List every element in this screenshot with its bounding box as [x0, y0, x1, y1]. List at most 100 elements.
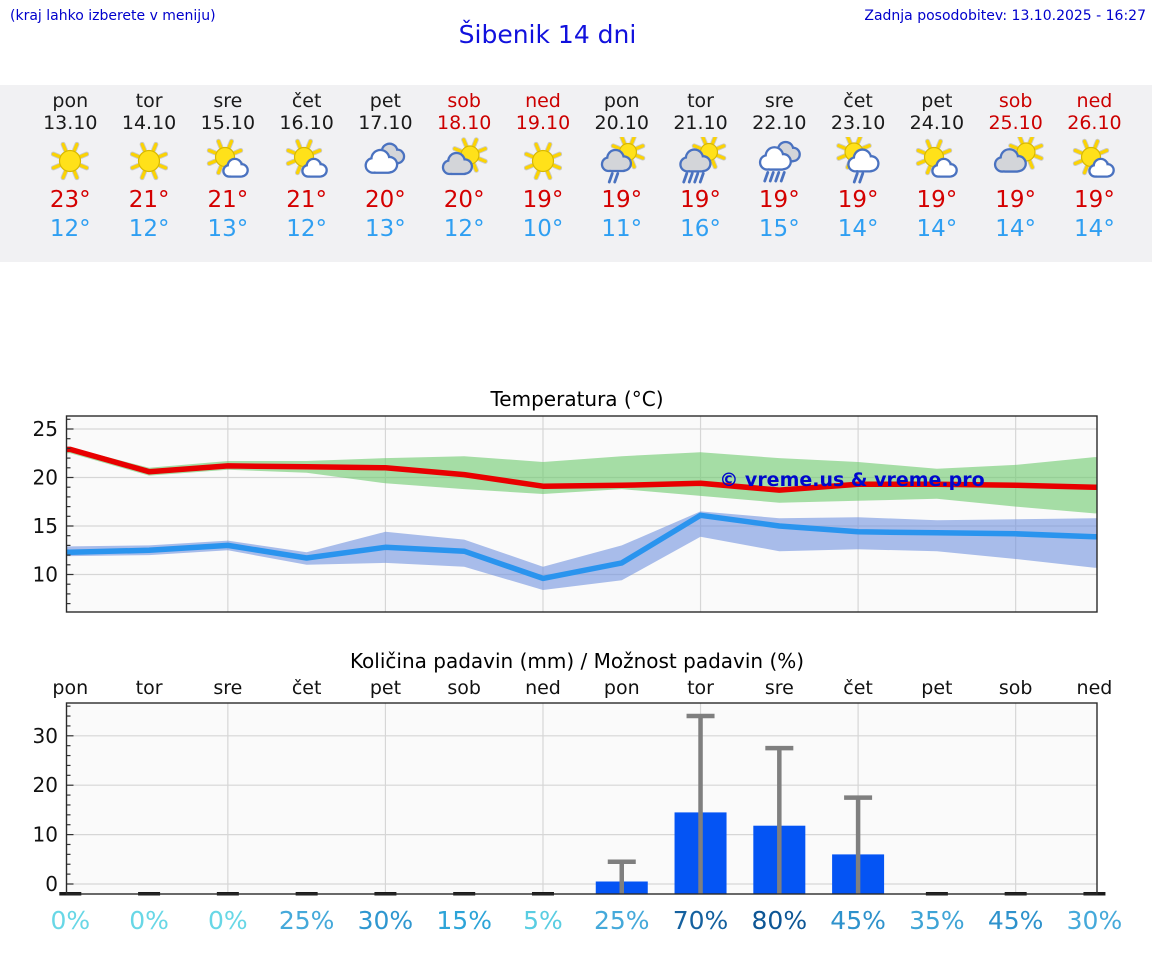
svg-text:15: 15 — [33, 514, 58, 538]
day-name: sob — [998, 90, 1033, 112]
min-temp: 15° — [758, 216, 800, 242]
svg-text:25: 25 — [33, 417, 58, 441]
day-date: 23.10 — [830, 112, 886, 134]
last-updated: Zadnja posodobitev: 13.10.2025 - 16:27 — [864, 8, 1146, 24]
day-name: čet — [843, 90, 873, 112]
day-column-18.10[interactable]: sob 18.10 20° 12° — [424, 85, 504, 244]
day-column-17.10[interactable]: pet 17.10 20° 13° — [345, 85, 425, 244]
sun-white-cloud-rain-2-icon — [836, 137, 880, 184]
precip-probability: 30% — [1067, 906, 1123, 935]
min-temp: 12° — [443, 216, 485, 242]
day-date: 24.10 — [909, 112, 965, 134]
sun-small-cloud-icon — [285, 138, 328, 178]
max-temp: 21° — [207, 187, 249, 213]
day-name: pet — [921, 90, 953, 112]
precip-probability: 35% — [909, 906, 965, 935]
day-name: sob — [447, 90, 481, 112]
line-min-temperatura — [66, 512, 1097, 582]
day-date: 14.10 — [121, 112, 177, 134]
max-temp: 19° — [601, 187, 643, 213]
min-temp: 12° — [286, 216, 328, 242]
day-column-25.10[interactable]: sob 25.10 19° 14° — [976, 85, 1056, 244]
day-date: 26.10 — [1067, 112, 1122, 134]
sun-cloud-rain-2-icon — [600, 137, 646, 184]
min-temp: 14° — [837, 216, 879, 242]
day-column-23.10[interactable]: čet 23.10 19° 14° — [818, 85, 898, 244]
day-name: sre — [764, 90, 794, 112]
sun-small-cloud-icon — [915, 138, 958, 178]
day-date: 17.10 — [358, 112, 413, 134]
max-temp: 19° — [995, 187, 1037, 213]
precip-probability: 15% — [436, 906, 492, 935]
sun-icon — [51, 141, 90, 181]
svg-text:30: 30 — [33, 724, 58, 748]
day-column-13.10[interactable]: pon 13.10 23° 12° — [30, 85, 110, 244]
day-date: 19.10 — [515, 112, 571, 134]
day-column-16.10[interactable]: čet 16.10 21° 12° — [267, 85, 347, 244]
precip-probability: 70% — [673, 906, 729, 935]
watermark: © vreme.us & vreme.pro — [719, 469, 984, 491]
day-date: 22.10 — [752, 112, 807, 134]
day-column-15.10[interactable]: sre 15.10 21° 13° — [188, 85, 268, 244]
day-name: ned — [1076, 90, 1113, 112]
temp-chart-title: Temperatura (°C) — [489, 387, 663, 411]
day-name: sre — [213, 90, 243, 112]
day-column-22.10[interactable]: sre 22.10 19° 15° — [739, 85, 819, 244]
day-name: pet — [369, 90, 401, 112]
precipitation-chart: Količina padavin (mm) / Možnost padavin … — [33, 649, 1123, 935]
day-date: 16.10 — [279, 112, 334, 134]
precip-day-label: ned — [1077, 677, 1113, 699]
band-max-razpon — [66, 447, 1097, 514]
day-name: čet — [291, 90, 322, 112]
svg-text:20: 20 — [33, 773, 58, 797]
day-name: tor — [135, 90, 163, 112]
precip-day-label: čet — [292, 677, 322, 699]
sun-icon — [129, 141, 169, 181]
page-title: Šibenik 14 dni — [458, 20, 637, 49]
day-name: ned — [525, 90, 561, 112]
day-column-20.10[interactable]: pon 20.10 19° 11° — [582, 85, 662, 244]
max-temp: 20° — [365, 187, 406, 213]
precip-day-label: sre — [765, 677, 794, 699]
min-temp: 14° — [916, 216, 958, 242]
precip-probability: 80% — [752, 906, 808, 935]
precip-chart-title: Količina padavin (mm) / Možnost padavin … — [350, 649, 804, 673]
min-temp: 10° — [522, 216, 564, 242]
day-column-21.10[interactable]: tor 21.10 19° 16° — [661, 85, 741, 244]
min-temp: 16° — [680, 216, 721, 242]
day-name: tor — [687, 90, 714, 112]
sun-icon — [523, 141, 563, 181]
max-temp: 19° — [916, 187, 958, 213]
min-temp: 14° — [995, 216, 1037, 242]
day-date: 13.10 — [43, 112, 98, 134]
temperature-chart: Temperatura (°C) 10 15 20 25 © vreme.us & vre… — [33, 387, 1098, 613]
day-column-14.10[interactable]: tor 14.10 21° 12° — [109, 85, 189, 244]
precip-day-label: sob — [999, 677, 1033, 699]
line-max-temperatura — [66, 446, 1097, 493]
precip-probability: 45% — [988, 906, 1044, 935]
menu-hint: (kraj lahko izberete v meniju) — [10, 8, 216, 24]
day-column-26.10[interactable]: ned 26.10 19° 14° — [1054, 85, 1134, 244]
day-column-19.10[interactable]: ned 19.10 19° 10° — [503, 85, 583, 244]
precip-day-label: sre — [213, 677, 242, 699]
max-temp: 19° — [1074, 187, 1115, 213]
sun-cloud-rain-4-icon — [678, 137, 726, 184]
day-date: 21.10 — [673, 112, 728, 134]
sun-gray-cloud-icon — [442, 137, 488, 176]
max-temp: 21° — [286, 187, 328, 213]
day-date: 18.10 — [436, 112, 492, 134]
forecast-strip: pon 13.10 23° 12° tor 14.10 21° 12° sre 15.10 21° 1… — [0, 85, 1152, 262]
precip-day-label: pon — [604, 677, 640, 699]
precip-probability: 0% — [50, 906, 90, 935]
sun-small-cloud-icon — [206, 138, 249, 178]
max-temp: 21° — [128, 187, 170, 213]
svg-text:10: 10 — [33, 563, 58, 587]
day-date: 20.10 — [594, 112, 649, 134]
precip-day-label: čet — [843, 677, 873, 699]
max-temp: 23° — [49, 187, 91, 213]
day-column-24.10[interactable]: pet 24.10 19° 14° — [897, 85, 977, 244]
precip-probability: 45% — [830, 906, 886, 935]
precip-day-label: tor — [136, 677, 163, 699]
svg-text:20: 20 — [33, 466, 58, 490]
day-name: pon — [52, 90, 89, 112]
